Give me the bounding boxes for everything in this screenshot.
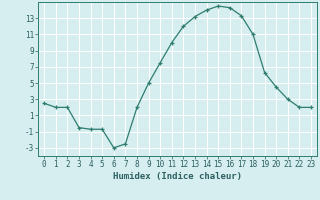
X-axis label: Humidex (Indice chaleur): Humidex (Indice chaleur) xyxy=(113,172,242,181)
